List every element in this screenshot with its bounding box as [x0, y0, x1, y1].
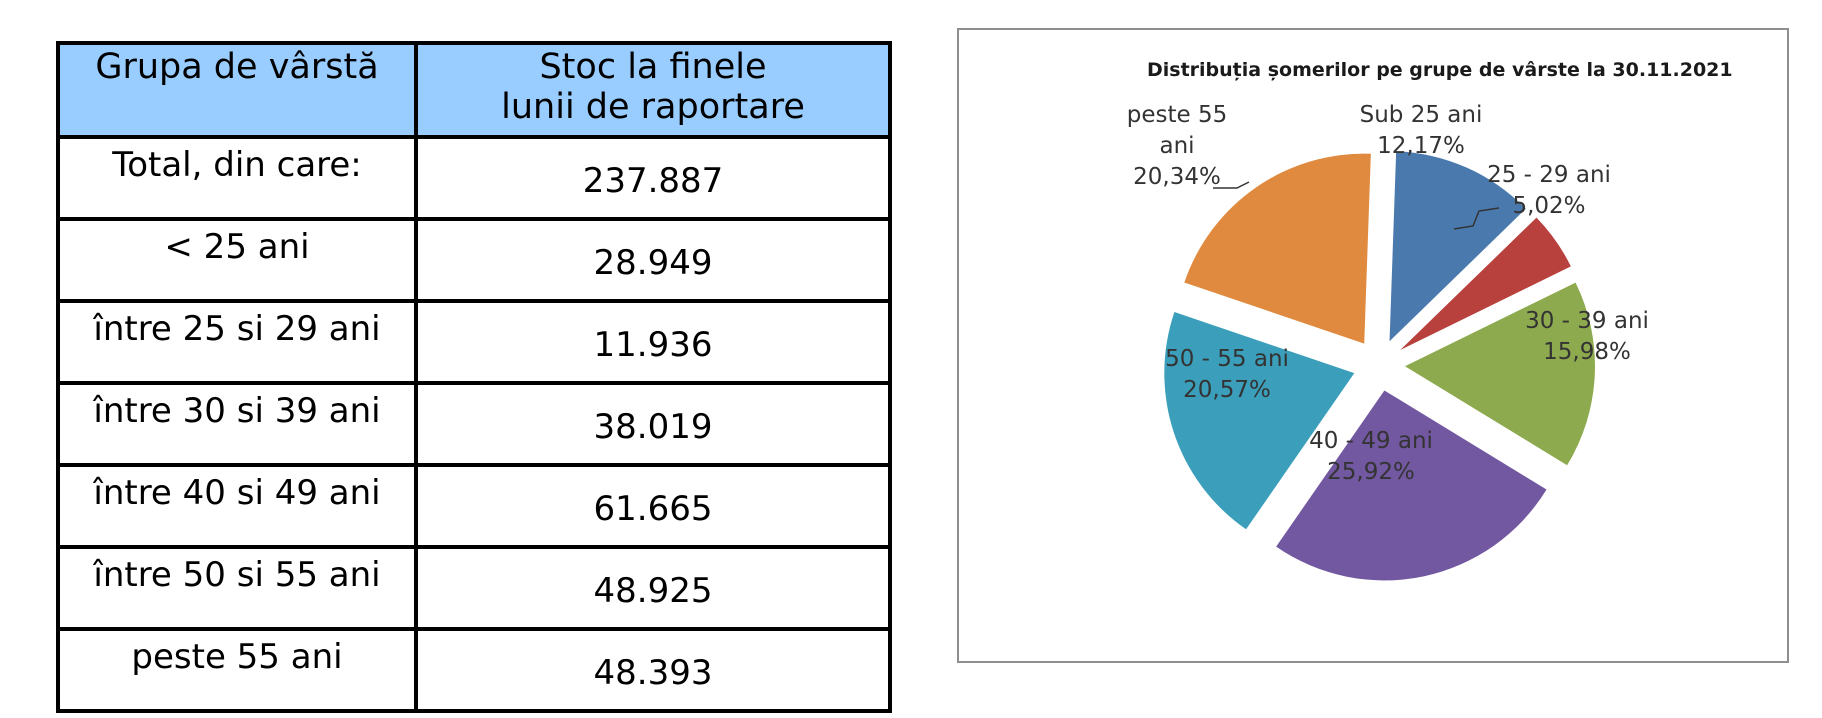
header-stock-line1: Stoc la finele [539, 47, 767, 87]
pie-slices [1164, 151, 1595, 581]
row-label: peste 55 ani [56, 627, 418, 713]
row-label: între 40 si 49 ani [56, 463, 418, 549]
row-value: 237.887 [414, 135, 892, 221]
table-row: < 25 ani 28.949 [56, 217, 892, 303]
row-value: 38.019 [414, 381, 892, 467]
table-row: între 30 si 39 ani 38.019 [56, 381, 892, 467]
pie-leader-peste-55-ani [1213, 181, 1250, 189]
row-value: 28.949 [414, 217, 892, 303]
table-row: între 50 si 55 ani 48.925 [56, 545, 892, 631]
table-row: între 40 si 49 ani 61.665 [56, 463, 892, 549]
pie-slice-50-55-ani [1164, 311, 1355, 530]
pie-slice-25-29-ani [1400, 217, 1571, 351]
table-row: peste 55 ani 48.393 [56, 627, 892, 713]
pie-label-40-49-ani: 40 - 49 ani 25,92% [1309, 428, 1433, 485]
row-label: între 50 si 55 ani [56, 545, 418, 631]
row-label: < 25 ani [56, 217, 418, 303]
pie-leader-lines [1213, 181, 1500, 230]
pie-label-50-55-ani: 50 - 55 ani 20,57% [1165, 346, 1289, 403]
header-age-group: Grupa de vârstă [56, 41, 418, 139]
row-label: Total, din care: [56, 135, 418, 221]
row-label: între 25 si 29 ani [56, 299, 418, 385]
header-stock-line2: lunii de raportare [501, 87, 805, 127]
pie-label-30-39-ani: 30 - 39 ani 15,98% [1525, 308, 1649, 365]
row-label: între 30 si 39 ani [56, 381, 418, 467]
pie-label-sub-25-ani: Sub 25 ani 12,17% [1360, 102, 1483, 159]
table-row: între 25 si 29 ani 11.936 [56, 299, 892, 385]
pie-leader-25-29-ani [1453, 207, 1500, 230]
pie-slice-30-39-ani [1404, 282, 1595, 466]
table-row: Total, din care: 237.887 [56, 135, 892, 221]
chart-title: Distribuția șomerilor pe grupe de vârste… [1147, 59, 1733, 81]
pie-slice-peste-55-ani [1184, 153, 1371, 344]
row-value: 48.925 [414, 545, 892, 631]
table-header-row: Grupa de vârstă Stoc la finele lunii de … [56, 41, 892, 139]
pie-slice-40-49-ani [1276, 390, 1547, 581]
pie-label-25-29-ani: 25 - 29 ani 5,02% [1487, 162, 1611, 219]
age-group-table: Grupa de vârstă Stoc la finele lunii de … [56, 41, 892, 713]
pie-label-peste-55-ani: peste 55 ani 20,34% [1127, 102, 1227, 190]
pie-labels: Sub 25 ani 12,17%25 - 29 ani 5,02% 30 - 39 … [1127, 102, 1649, 485]
pie-chart-frame: Distribuția șomerilor pe grupe de vârste… [957, 28, 1789, 663]
header-stock: Stoc la finele lunii de raportare [414, 41, 892, 139]
row-value: 61.665 [414, 463, 892, 549]
row-value: 11.936 [414, 299, 892, 385]
row-value: 48.393 [414, 627, 892, 713]
pie-slice-sub-25-ani [1389, 151, 1526, 342]
pie-chart: Distribuția șomerilor pe grupe de vârste… [1127, 59, 1733, 581]
